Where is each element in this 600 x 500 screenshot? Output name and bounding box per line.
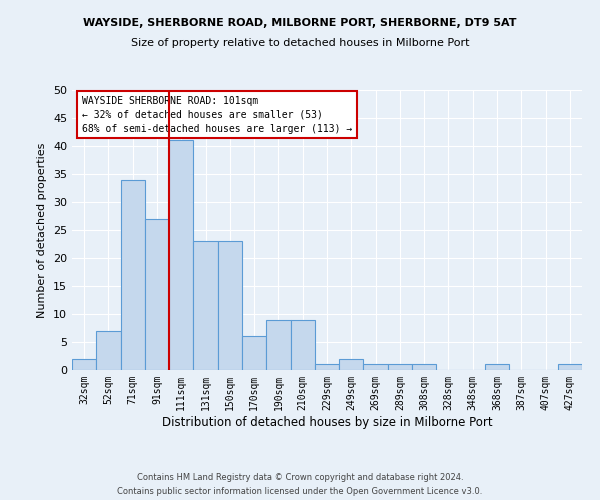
Bar bbox=[364, 364, 388, 370]
Bar bbox=[412, 364, 436, 370]
Bar bbox=[290, 320, 315, 370]
Bar bbox=[145, 219, 169, 370]
Bar bbox=[218, 241, 242, 370]
Bar bbox=[72, 359, 96, 370]
Text: Contains public sector information licensed under the Open Government Licence v3: Contains public sector information licen… bbox=[118, 488, 482, 496]
Bar bbox=[242, 336, 266, 370]
Bar bbox=[339, 359, 364, 370]
Text: Contains HM Land Registry data © Crown copyright and database right 2024.: Contains HM Land Registry data © Crown c… bbox=[137, 472, 463, 482]
Bar bbox=[558, 364, 582, 370]
Bar bbox=[121, 180, 145, 370]
Bar bbox=[388, 364, 412, 370]
Text: WAYSIDE, SHERBORNE ROAD, MILBORNE PORT, SHERBORNE, DT9 5AT: WAYSIDE, SHERBORNE ROAD, MILBORNE PORT, … bbox=[83, 18, 517, 28]
Text: WAYSIDE SHERBORNE ROAD: 101sqm
← 32% of detached houses are smaller (53)
68% of : WAYSIDE SHERBORNE ROAD: 101sqm ← 32% of … bbox=[82, 96, 352, 134]
Bar bbox=[485, 364, 509, 370]
Text: Size of property relative to detached houses in Milborne Port: Size of property relative to detached ho… bbox=[131, 38, 469, 48]
X-axis label: Distribution of detached houses by size in Milborne Port: Distribution of detached houses by size … bbox=[161, 416, 493, 428]
Bar bbox=[315, 364, 339, 370]
Bar bbox=[193, 241, 218, 370]
Y-axis label: Number of detached properties: Number of detached properties bbox=[37, 142, 47, 318]
Bar bbox=[96, 331, 121, 370]
Bar bbox=[169, 140, 193, 370]
Bar bbox=[266, 320, 290, 370]
